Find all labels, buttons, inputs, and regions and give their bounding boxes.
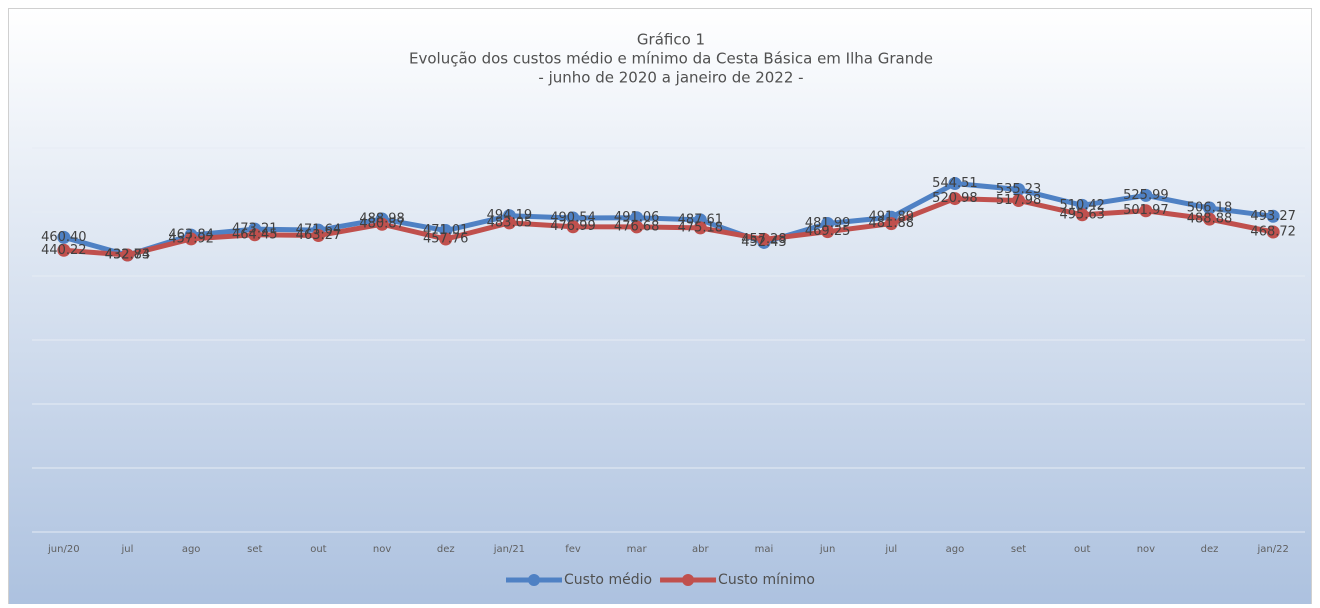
marker	[884, 217, 898, 231]
data-label: 491.06	[614, 210, 660, 225]
marker	[375, 217, 389, 231]
data-label: 481.88	[869, 216, 915, 231]
x-tick-label: out	[310, 544, 326, 555]
data-label: 471.64	[296, 223, 342, 238]
marker	[1139, 188, 1153, 202]
marker	[1012, 182, 1026, 196]
marker	[1203, 212, 1217, 226]
marker	[693, 221, 707, 235]
data-label: 468.72	[1250, 225, 1296, 240]
chart-subtitle: - junho de 2020 a janeiro de 2022 -	[538, 69, 803, 87]
chart-subtitle: Evolução dos custos médio e mínimo da Ce…	[409, 50, 933, 68]
x-tick-label: nov	[1137, 544, 1155, 555]
data-label: 457.92	[168, 231, 214, 246]
legend-marker	[682, 574, 695, 586]
data-label: 491.89	[869, 210, 915, 225]
data-label: 440.22	[41, 243, 87, 258]
marker	[1075, 208, 1089, 222]
marker	[566, 220, 580, 234]
data-label: 490.54	[550, 211, 596, 226]
x-tick-label: abr	[692, 544, 709, 555]
data-label: 473.21	[232, 222, 278, 237]
data-label: 452.43	[741, 235, 787, 250]
data-label: 460.40	[41, 230, 87, 245]
x-tick-label: jan/22	[1257, 544, 1289, 555]
x-tick-label: jan/21	[493, 544, 525, 555]
data-label: 544.51	[932, 176, 978, 191]
data-label: 469.25	[805, 224, 851, 239]
marker	[1266, 225, 1280, 239]
data-label: 494.19	[487, 208, 533, 223]
data-label: 480.87	[359, 217, 405, 232]
data-label: 463.27	[296, 228, 342, 243]
marker	[502, 216, 516, 230]
data-label: 495.63	[1059, 207, 1105, 222]
marker	[57, 230, 71, 244]
data-label: 525.99	[1123, 188, 1169, 203]
x-tick-label: set	[247, 544, 262, 555]
marker	[120, 248, 134, 262]
legend-label: Custo médio	[564, 572, 652, 588]
legend-marker	[528, 574, 540, 586]
data-label: 483.05	[487, 215, 533, 230]
chart-area	[8, 8, 1312, 608]
chart-title: Gráfico 1	[637, 31, 705, 49]
marker	[948, 192, 962, 206]
x-tick-label: ago	[182, 544, 201, 555]
marker	[248, 228, 262, 242]
x-tick-label: jun	[819, 544, 835, 555]
data-label: 463.84	[168, 228, 214, 243]
x-tick-label: ago	[946, 544, 965, 555]
marker	[821, 225, 835, 239]
marker	[948, 177, 962, 191]
data-label: 476.68	[614, 219, 660, 234]
x-tick-label: dez	[437, 544, 455, 555]
data-label: 487.61	[678, 212, 724, 227]
data-label: 432.84	[105, 247, 151, 262]
marker	[311, 229, 325, 243]
marker	[1203, 201, 1217, 215]
x-tick-label: mai	[755, 544, 774, 555]
data-label: 432.73	[105, 248, 151, 263]
x-tick-label: mar	[627, 544, 648, 555]
data-label: 517.98	[996, 193, 1042, 208]
marker	[1139, 204, 1153, 218]
x-tick-label: jul	[121, 544, 134, 555]
marker	[1266, 209, 1280, 223]
data-label: 471.01	[423, 223, 469, 238]
data-label: 457.28	[741, 232, 787, 247]
marker	[630, 211, 644, 225]
marker	[630, 220, 644, 234]
x-tick-label: dez	[1201, 544, 1219, 555]
data-label: 493.27	[1250, 209, 1296, 224]
data-label: 464.45	[232, 227, 278, 242]
data-label: 475.18	[678, 220, 724, 235]
data-label: 506.18	[1187, 201, 1233, 216]
marker	[439, 232, 453, 246]
data-label: 476.99	[550, 219, 596, 234]
x-tick-label: set	[1011, 544, 1026, 555]
data-label: 510.42	[1059, 198, 1105, 213]
x-tick-label: jun/20	[47, 544, 80, 555]
series-line	[63, 196, 1274, 258]
legend-label: Custo mínimo	[718, 572, 815, 588]
marker	[1012, 193, 1026, 207]
data-label: 488.98	[359, 212, 405, 227]
marker	[757, 232, 771, 246]
marker	[1075, 198, 1089, 212]
data-label: 501.97	[1123, 203, 1169, 218]
x-tick-label: out	[1074, 544, 1090, 555]
marker	[57, 243, 71, 257]
data-label: 535.23	[996, 182, 1042, 197]
series-line	[63, 181, 1274, 258]
data-label: 457.76	[423, 232, 469, 247]
x-tick-label: nov	[373, 544, 391, 555]
x-tick-label: jul	[884, 544, 897, 555]
data-label: 481.99	[805, 216, 851, 231]
marker	[184, 232, 198, 246]
x-tick-label: fev	[565, 544, 581, 555]
data-label: 488.88	[1187, 212, 1233, 227]
data-label: 520.98	[932, 191, 978, 206]
